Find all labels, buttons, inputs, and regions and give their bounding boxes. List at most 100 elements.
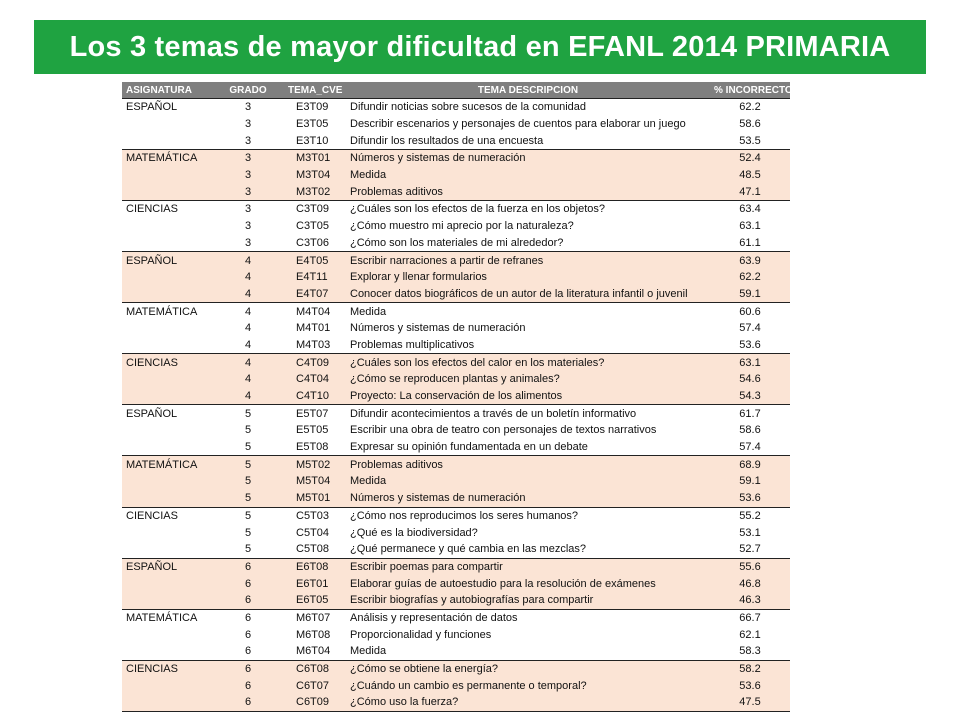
grado-cell: 6: [212, 677, 284, 695]
incorrecto-cell: 53.6: [710, 489, 790, 507]
tema-descripcion-cell: Proyecto: La conservación de los aliment…: [346, 387, 710, 405]
asignatura-cell: [122, 438, 212, 456]
grado-cell: 4: [212, 302, 284, 320]
table-row: CIENCIAS 3 C3T09 ¿Cuáles son los efectos de…: [122, 200, 790, 218]
asignatura-cell: [122, 132, 212, 150]
incorrecto-cell: 63.9: [710, 251, 790, 269]
grado-cell: 3: [212, 97, 284, 116]
grado-cell: 5: [212, 489, 284, 507]
incorrecto-cell: 52.4: [710, 149, 790, 167]
incorrecto-cell: 58.2: [710, 659, 790, 678]
tema-descripcion-cell: Difundir noticias sobre sucesos de la co…: [346, 97, 710, 116]
incorrecto-cell: 61.1: [710, 234, 790, 252]
incorrecto-cell: 63.1: [710, 217, 790, 235]
asignatura-cell: [122, 422, 212, 439]
grado-cell: 3: [212, 200, 284, 218]
tema-descripcion-cell: Números y sistemas de numeración: [346, 319, 710, 337]
table-row: CIENCIAS 5 C5T03 ¿Cómo nos reproducimos los…: [122, 506, 790, 525]
tema-descripcion-cell: Escribir biografías y autobiografías par…: [346, 591, 710, 610]
difficulty-table-container: ASIGNATURA GRADO TEMA_CVE TEMA DESCRIPCI…: [122, 82, 793, 712]
asignatura-cell: ESPAÑOL: [122, 251, 212, 269]
tema-cve-cell: M4T01: [284, 319, 346, 337]
table-row: CIENCIAS 6 C6T08 ¿Cómo se obtiene la energí…: [122, 659, 790, 678]
page-title: Los 3 temas de mayor dificultad en EFANL…: [69, 30, 891, 63]
tema-cve-cell: C3T06: [284, 234, 346, 252]
tema-cve-cell: M5T01: [284, 489, 346, 507]
incorrecto-cell: 58.3: [710, 643, 790, 661]
incorrecto-cell: 62.2: [710, 268, 790, 286]
table-body: ESPAÑOL 3 E3T09 Difundir noticias sobre suc…: [122, 97, 790, 712]
tema-cve-cell: E4T11: [284, 268, 346, 286]
grado-cell: 4: [212, 353, 284, 371]
grado-cell: 4: [212, 285, 284, 303]
asignatura-cell: [122, 626, 212, 643]
tema-cve-cell: M6T08: [284, 626, 346, 643]
table-row: MATEMÁTICA 4 M4T04 Medida 60.6: [122, 302, 790, 320]
tema-descripcion-cell: ¿Cómo se obtiene la energía?: [346, 659, 710, 678]
tema-descripcion-cell: Proporcionalidad y funciones: [346, 626, 710, 643]
incorrecto-cell: 57.4: [710, 438, 790, 456]
tema-descripcion-cell: ¿Cómo nos reproducimos los seres humanos…: [346, 506, 710, 525]
tema-cve-cell: E4T07: [284, 285, 346, 303]
tema-descripcion-cell: Números y sistemas de numeración: [346, 489, 710, 507]
tema-descripcion-cell: ¿Qué es la biodiversidad?: [346, 524, 710, 541]
tema-cve-cell: C3T09: [284, 200, 346, 218]
asignatura-cell: [122, 268, 212, 286]
tema-descripcion-cell: Expresar su opinión fundamentada en un d…: [346, 438, 710, 456]
asignatura-cell: MATEMÁTICA: [122, 455, 212, 474]
asignatura-cell: [122, 183, 212, 201]
grado-cell: 4: [212, 268, 284, 286]
grado-cell: 6: [212, 608, 284, 627]
tema-cve-cell: M4T03: [284, 336, 346, 354]
grado-cell: 3: [212, 183, 284, 201]
difficulty-table: ASIGNATURA GRADO TEMA_CVE TEMA DESCRIPCI…: [122, 82, 793, 712]
asignatura-cell: CIENCIAS: [122, 659, 212, 678]
grado-cell: 3: [212, 234, 284, 252]
table-row: ESPAÑOL 5 E5T07 Difundir acontecimientos a …: [122, 404, 790, 423]
tema-cve-cell: C6T07: [284, 677, 346, 695]
grado-cell: 4: [212, 336, 284, 354]
incorrecto-cell: 63.4: [710, 200, 790, 218]
tema-descripcion-cell: Difundir acontecimientos a través de un …: [346, 404, 710, 423]
table-row: MATEMÁTICA 5 M5T02 Problemas aditivos 68.9: [122, 455, 790, 474]
table-row: ESPAÑOL 3 E3T09 Difundir noticias sobre suc…: [122, 97, 790, 116]
incorrecto-cell: 62.1: [710, 626, 790, 643]
grado-cell: 4: [212, 319, 284, 337]
tema-descripcion-cell: Problemas aditivos: [346, 455, 710, 474]
asignatura-cell: [122, 166, 212, 184]
tema-cve-cell: C4T10: [284, 387, 346, 405]
tema-descripcion-cell: Medida: [346, 302, 710, 320]
asignatura-cell: ESPAÑOL: [122, 404, 212, 423]
asignatura-cell: [122, 540, 212, 559]
table-row: 4 M4T03 Problemas multiplicativos 53.6: [122, 336, 790, 354]
table-row: 5 C5T08 ¿Qué permanece y qué cambia en las…: [122, 540, 790, 559]
table-row: 5 M5T01 Números y sistemas de numeración 53…: [122, 489, 790, 507]
header-asignatura: ASIGNATURA: [122, 82, 212, 99]
asignatura-cell: [122, 319, 212, 337]
tema-cve-cell: C3T05: [284, 217, 346, 235]
grado-cell: 4: [212, 387, 284, 405]
tema-cve-cell: M3T01: [284, 149, 346, 167]
tema-cve-cell: M3T02: [284, 183, 346, 201]
asignatura-cell: [122, 234, 212, 252]
asignatura-cell: [122, 285, 212, 303]
asignatura-cell: [122, 591, 212, 610]
incorrecto-cell: 58.6: [710, 115, 790, 133]
asignatura-cell: MATEMÁTICA: [122, 149, 212, 167]
table-row: 4 E4T11 Explorar y llenar formularios 62.2: [122, 268, 790, 286]
asignatura-cell: [122, 489, 212, 507]
tema-descripcion-cell: Medida: [346, 166, 710, 184]
table-row: 5 M5T04 Medida 59.1: [122, 473, 790, 490]
grado-cell: 4: [212, 251, 284, 269]
tema-cve-cell: C6T08: [284, 659, 346, 678]
incorrecto-cell: 68.9: [710, 455, 790, 474]
tema-descripcion-cell: Difundir los resultados de una encuesta: [346, 132, 710, 150]
tema-descripcion-cell: Problemas multiplicativos: [346, 336, 710, 354]
grado-cell: 6: [212, 694, 284, 712]
tema-descripcion-cell: Números y sistemas de numeración: [346, 149, 710, 167]
table-row: 6 M6T08 Proporcionalidad y funciones 62.1: [122, 626, 790, 643]
incorrecto-cell: 55.6: [710, 557, 790, 576]
table-row: 5 C5T04 ¿Qué es la biodiversidad? 53.1: [122, 524, 790, 541]
incorrecto-cell: 53.6: [710, 677, 790, 695]
tema-cve-cell: M6T07: [284, 608, 346, 627]
